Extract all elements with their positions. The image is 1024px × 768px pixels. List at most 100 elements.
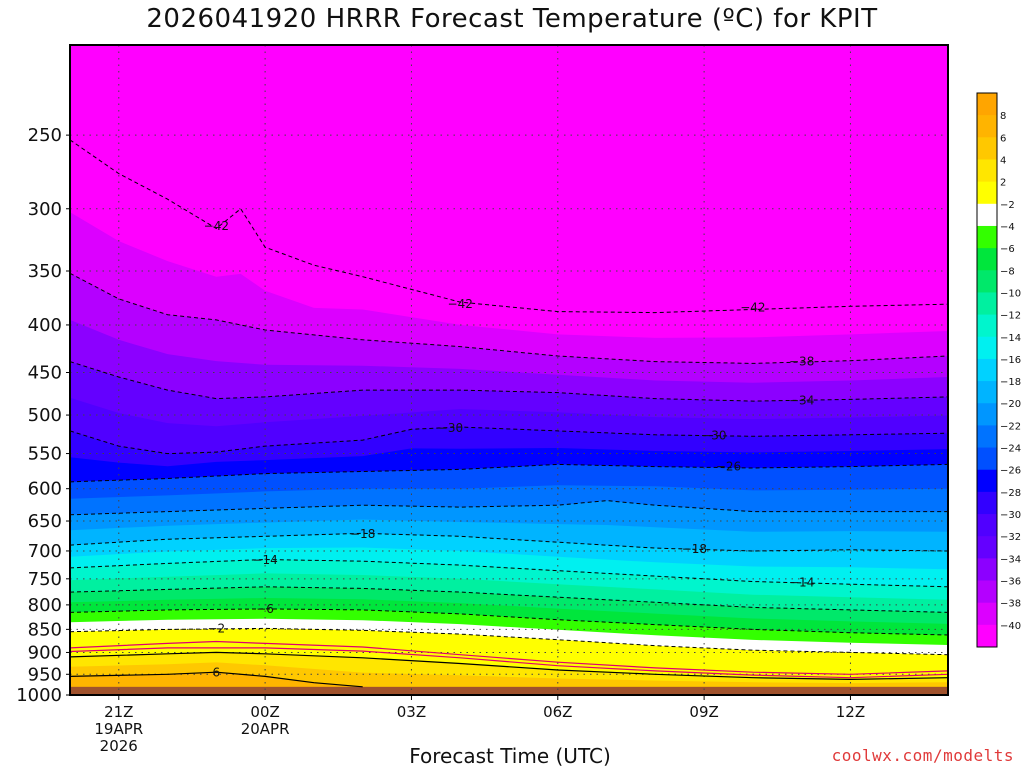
colorbar-label--32: −32 [1000, 532, 1021, 543]
colorbar-label--34: −34 [1000, 554, 1021, 565]
contour-label-9: −18 [682, 542, 707, 556]
contour-label-8: −18 [350, 527, 375, 541]
plot-frame [69, 44, 949, 696]
colorbar-swatch-24 [977, 624, 997, 648]
contour-label-6: −30 [701, 429, 726, 443]
contour-label-text: −14 [252, 553, 277, 567]
contour-label-text: −30 [438, 421, 463, 435]
colorbar-label--24: −24 [1000, 444, 1021, 455]
contour-label-1: −42 [448, 297, 473, 311]
y-tick-label-700: 700 [28, 541, 62, 562]
contour-label-2: −42 [740, 300, 765, 314]
colorbar-label--30: −30 [1000, 510, 1021, 521]
contour-label-text: −14 [789, 576, 814, 590]
y-tick-label-300: 300 [28, 199, 62, 220]
colorbar-label--12: −12 [1000, 311, 1021, 322]
ground-layer [70, 686, 948, 695]
y-tick-label-600: 600 [28, 479, 62, 500]
colorbar-swatch-7 [977, 248, 997, 271]
freezing-line-1 [70, 647, 948, 679]
y-tick-label-250: 250 [28, 125, 62, 146]
x-tick-label: 06Z [543, 703, 572, 721]
contour-label-10: −14 [252, 553, 277, 567]
x-axis-label: Forecast Time (UTC) [409, 744, 611, 768]
contour-label-text: −38 [789, 355, 814, 369]
contour--22 [70, 500, 948, 516]
colorbar-swatch-11 [977, 336, 997, 360]
colorbar-swatch-20 [977, 536, 997, 559]
y-tick-label-400: 400 [28, 315, 62, 336]
colorbar-label-8: 8 [1000, 111, 1006, 122]
y-tick-label-800: 800 [28, 595, 62, 616]
colorbar-swatch-12 [977, 358, 997, 382]
contour--38 [70, 272, 948, 364]
y-tick-label-350: 350 [28, 261, 62, 282]
contour-label-text: −42 [740, 300, 765, 314]
contour-label-0: −42 [204, 219, 229, 233]
contour-labels: −42−42 −42−38−34−30−30−26−18−18−14−14−6−2… [204, 219, 815, 680]
x-tick-label: 09Z [689, 703, 718, 721]
colorbar-swatch-5 [977, 203, 997, 227]
contour--34 [70, 361, 948, 402]
colorbar-swatch-14 [977, 403, 997, 426]
colorbar-swatch-16 [977, 447, 997, 471]
x-tick-label: 03Z [397, 703, 426, 721]
colorbar-label--8: −8 [1000, 266, 1015, 277]
y-tick-label-1000: 1000 [16, 685, 62, 706]
colorbar-swatch-2 [977, 137, 997, 160]
colorbar-swatch-3 [977, 159, 997, 183]
colorbar-swatch-22 [977, 580, 997, 604]
colorbar-label--10: −10 [1000, 288, 1021, 299]
contour-label-4: −34 [789, 393, 814, 407]
colorbar-frame [976, 92, 998, 648]
colorbar-swatch-23 [977, 602, 997, 626]
colorbar-label--14: −14 [1000, 333, 1021, 344]
x-tick-label: 2026 [100, 737, 138, 755]
contour-label-13: −2 [207, 621, 225, 635]
x-tick-label: 21Z [104, 703, 133, 721]
contour-label-text: −30 [701, 429, 726, 443]
grid-lines [70, 45, 948, 695]
colorbar-swatch-15 [977, 425, 997, 449]
ground-fill [70, 686, 948, 695]
contour-label-5: −30 [438, 421, 463, 435]
contour-label-text: −6 [256, 602, 274, 616]
y-tick-label-900: 900 [28, 642, 62, 663]
contour-lines [70, 139, 948, 688]
contour-label-text: −2 [207, 621, 225, 635]
colorbar-swatch-13 [977, 381, 997, 404]
contour-2 [70, 651, 948, 681]
contour-label-text: −18 [682, 542, 707, 556]
x-tick-label: 12Z [836, 703, 865, 721]
colorbar-label--16: −16 [1000, 355, 1021, 366]
colorbar-swatch-0 [977, 93, 997, 116]
colorbar-label--28: −28 [1000, 488, 1021, 499]
colorbar-swatch-1 [977, 115, 997, 138]
contour-label-3: −38 [789, 355, 814, 369]
site-credit: coolwx.com/modelts [831, 746, 1014, 765]
freezing-line-0 [70, 640, 948, 675]
colorbar-label--18: −18 [1000, 377, 1021, 388]
contour-label-text: −34 [789, 393, 814, 407]
y-tick-label-950: 950 [28, 664, 62, 685]
contour-6 [70, 671, 363, 688]
colorbar-label-4: 4 [1000, 155, 1006, 166]
colorbar-swatch-17 [977, 469, 997, 493]
chart-title: 2026041920 HRRR Forecast Temperature (ºC… [146, 4, 878, 34]
colorbar-label--36: −36 [1000, 577, 1021, 588]
colorbar-label--38: −38 [1000, 599, 1021, 610]
x-tick-label: 00Z [250, 703, 279, 721]
colorbar-label-2: 2 [1000, 178, 1006, 189]
y-tick-label-450: 450 [28, 363, 62, 384]
contour--42 [70, 139, 948, 314]
y-tick-label-650: 650 [28, 511, 62, 532]
x-tick-label: 20APR [241, 720, 290, 738]
temperature-bands [70, 45, 948, 695]
colorbar-swatch-9 [977, 292, 997, 316]
contour-label-text: −42 [448, 297, 473, 311]
y-tick-label-500: 500 [28, 405, 62, 426]
colorbar-swatch-18 [977, 491, 997, 515]
colorbar-label--20: −20 [1000, 399, 1021, 410]
